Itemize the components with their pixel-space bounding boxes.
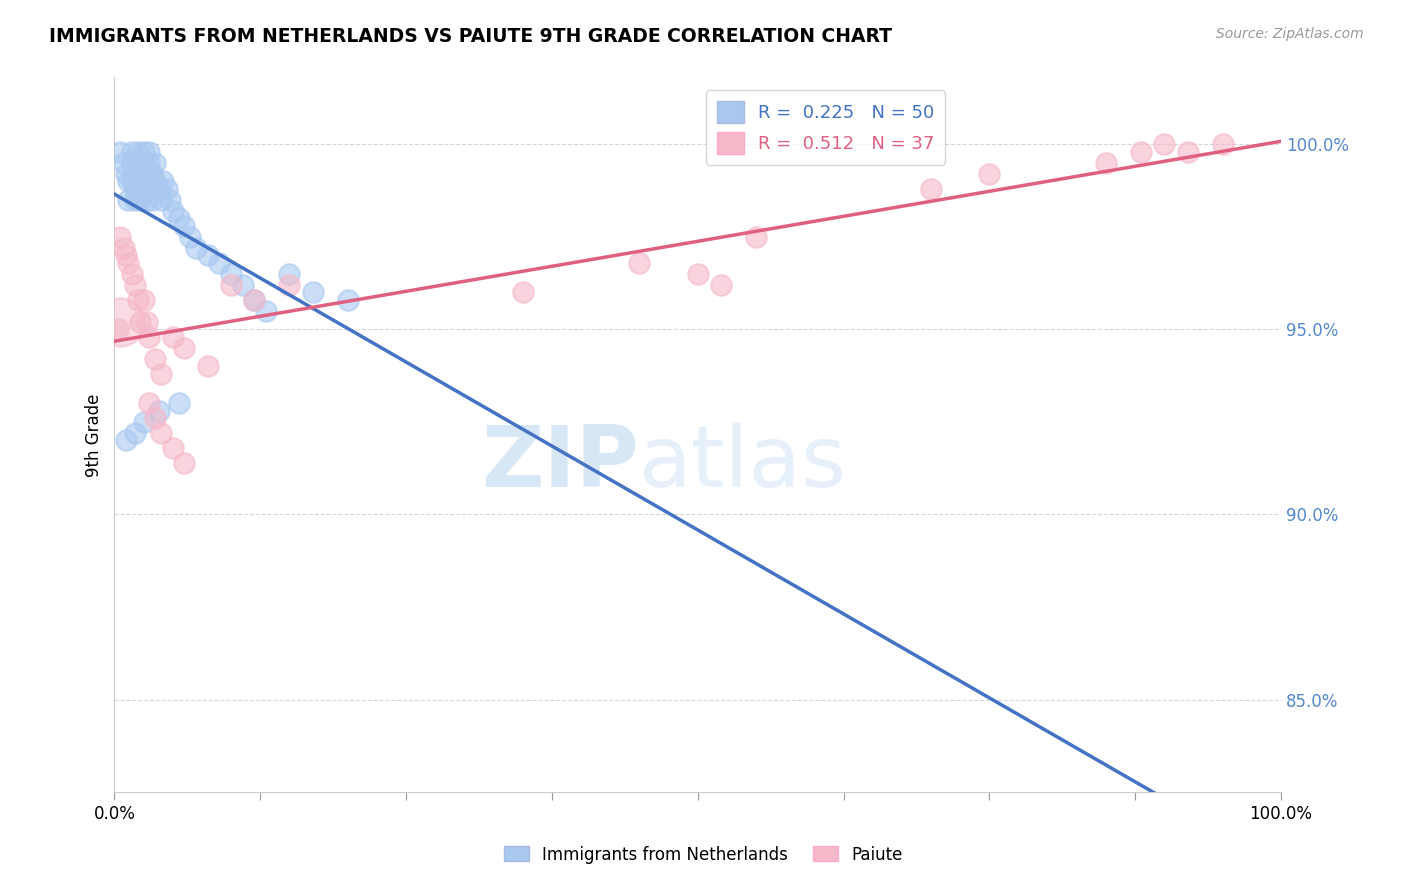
Point bbox=[124, 193, 146, 207]
Point bbox=[219, 277, 242, 292]
Point bbox=[159, 193, 181, 207]
Point bbox=[243, 293, 266, 307]
Point bbox=[1212, 137, 1234, 152]
Point bbox=[132, 145, 155, 159]
Point bbox=[1095, 155, 1118, 169]
Point bbox=[112, 241, 135, 255]
Point bbox=[628, 255, 651, 269]
Point bbox=[1177, 145, 1199, 159]
Point bbox=[745, 229, 768, 244]
Point bbox=[1153, 137, 1175, 152]
Text: Source: ZipAtlas.com: Source: ZipAtlas.com bbox=[1216, 27, 1364, 41]
Point bbox=[173, 341, 195, 355]
Point bbox=[197, 359, 219, 374]
Point bbox=[156, 181, 179, 195]
Point bbox=[150, 367, 173, 381]
Point bbox=[710, 277, 733, 292]
Point bbox=[107, 322, 129, 336]
Point bbox=[136, 315, 159, 329]
Point bbox=[143, 174, 166, 188]
Point bbox=[686, 267, 709, 281]
Point bbox=[1130, 145, 1153, 159]
Point bbox=[136, 193, 159, 207]
Point bbox=[179, 229, 201, 244]
Point bbox=[124, 425, 146, 440]
Point bbox=[138, 145, 160, 159]
Point bbox=[110, 229, 132, 244]
Point bbox=[301, 285, 323, 300]
Point bbox=[121, 174, 143, 188]
Point bbox=[121, 267, 143, 281]
Point bbox=[162, 329, 184, 343]
Point bbox=[117, 174, 139, 188]
Point bbox=[127, 145, 149, 159]
Legend: R =  0.225   N = 50, R =  0.512   N = 37: R = 0.225 N = 50, R = 0.512 N = 37 bbox=[706, 90, 945, 165]
Point bbox=[232, 277, 254, 292]
Point bbox=[110, 315, 132, 329]
Point bbox=[127, 167, 149, 181]
Point bbox=[219, 267, 242, 281]
Point bbox=[173, 456, 195, 470]
Point bbox=[167, 211, 190, 226]
Point bbox=[167, 396, 190, 410]
Point bbox=[138, 396, 160, 410]
Point bbox=[150, 193, 173, 207]
Point bbox=[132, 293, 155, 307]
Point bbox=[121, 155, 143, 169]
Point bbox=[336, 293, 359, 307]
Point bbox=[920, 181, 942, 195]
Point bbox=[127, 293, 149, 307]
Point bbox=[115, 434, 138, 448]
Point bbox=[152, 174, 174, 188]
Point bbox=[129, 193, 152, 207]
Point bbox=[129, 174, 152, 188]
Point bbox=[132, 174, 155, 188]
Point bbox=[162, 441, 184, 455]
Point bbox=[124, 277, 146, 292]
Point bbox=[112, 155, 135, 169]
Point bbox=[138, 329, 160, 343]
Point bbox=[132, 155, 155, 169]
Text: ZIP: ZIP bbox=[482, 422, 640, 505]
Point bbox=[197, 248, 219, 262]
Y-axis label: 9th Grade: 9th Grade bbox=[86, 393, 103, 476]
Point bbox=[150, 425, 173, 440]
Point bbox=[132, 415, 155, 429]
Point bbox=[143, 155, 166, 169]
Point bbox=[278, 277, 301, 292]
Point bbox=[141, 193, 163, 207]
Point bbox=[115, 167, 138, 181]
Point bbox=[110, 145, 132, 159]
Point bbox=[141, 167, 163, 181]
Point bbox=[184, 241, 207, 255]
Point bbox=[979, 167, 1001, 181]
Legend: Immigrants from Netherlands, Paiute: Immigrants from Netherlands, Paiute bbox=[496, 839, 910, 871]
Point bbox=[208, 255, 231, 269]
Text: atlas: atlas bbox=[640, 422, 848, 505]
Point bbox=[148, 181, 170, 195]
Text: IMMIGRANTS FROM NETHERLANDS VS PAIUTE 9TH GRADE CORRELATION CHART: IMMIGRANTS FROM NETHERLANDS VS PAIUTE 9T… bbox=[49, 27, 893, 45]
Point bbox=[117, 255, 139, 269]
Point bbox=[115, 248, 138, 262]
Point bbox=[278, 267, 301, 281]
Point bbox=[136, 181, 159, 195]
Point bbox=[121, 145, 143, 159]
Point bbox=[512, 285, 534, 300]
Point bbox=[138, 155, 160, 169]
Point bbox=[162, 203, 184, 218]
Point bbox=[143, 411, 166, 425]
Point bbox=[124, 181, 146, 195]
Point bbox=[117, 193, 139, 207]
Point bbox=[127, 155, 149, 169]
Point bbox=[129, 315, 152, 329]
Point bbox=[173, 219, 195, 233]
Point bbox=[254, 303, 277, 318]
Point bbox=[148, 404, 170, 418]
Point bbox=[243, 293, 266, 307]
Point bbox=[143, 351, 166, 366]
